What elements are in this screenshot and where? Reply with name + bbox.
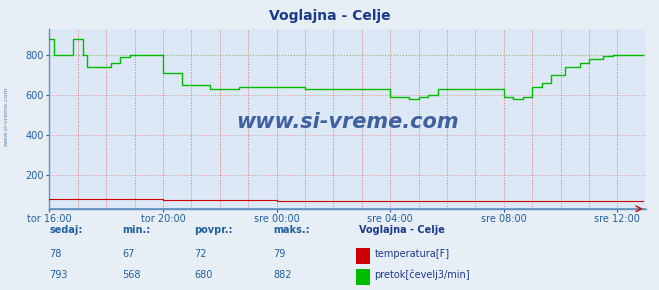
Text: maks.:: maks.: bbox=[273, 225, 310, 235]
Text: sedaj:: sedaj: bbox=[49, 225, 83, 235]
Text: Voglajna - Celje: Voglajna - Celje bbox=[359, 225, 445, 235]
Text: 79: 79 bbox=[273, 249, 286, 259]
Text: 67: 67 bbox=[122, 249, 134, 259]
Text: povpr.:: povpr.: bbox=[194, 225, 233, 235]
Text: 680: 680 bbox=[194, 270, 213, 280]
Text: 568: 568 bbox=[122, 270, 140, 280]
Text: 882: 882 bbox=[273, 270, 292, 280]
Text: www.si-vreme.com: www.si-vreme.com bbox=[237, 113, 459, 133]
Text: www.si-vreme.com: www.si-vreme.com bbox=[3, 86, 9, 146]
Text: temperatura[F]: temperatura[F] bbox=[374, 249, 449, 259]
Text: 72: 72 bbox=[194, 249, 207, 259]
Text: Voglajna - Celje: Voglajna - Celje bbox=[269, 9, 390, 23]
Text: min.:: min.: bbox=[122, 225, 150, 235]
Text: 78: 78 bbox=[49, 249, 62, 259]
Text: 793: 793 bbox=[49, 270, 68, 280]
Text: pretok[čevelj3/min]: pretok[čevelj3/min] bbox=[374, 269, 470, 280]
